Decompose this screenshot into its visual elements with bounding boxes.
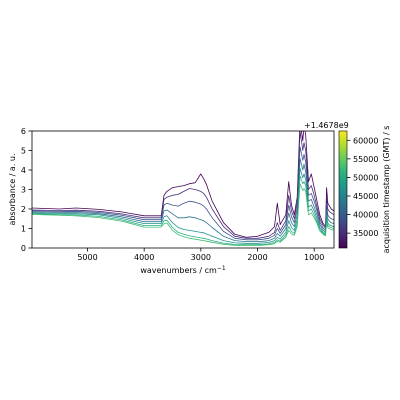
series-line-2	[32, 146, 334, 241]
x-tick-label-0: 5000	[77, 253, 97, 262]
colorbar-frame	[338, 130, 348, 249]
colorbar	[339, 131, 347, 248]
series-line-3	[32, 157, 334, 242]
y-tick-label-1: 1	[21, 225, 26, 234]
colorbar-tick-label-3: 50000	[353, 173, 378, 182]
x-tick-label-1: 4000	[134, 253, 154, 262]
y-tick-label-5: 5	[21, 147, 26, 156]
colorbar-tick-label-5: 60000	[353, 136, 378, 145]
colorbar-tick-label-2: 45000	[353, 192, 378, 201]
colorbar-label: acquisition timestamp (GMT) / s	[382, 126, 391, 254]
y-tick-label-4: 4	[21, 166, 26, 175]
colorbar-offset-text: +1.4678e9	[304, 121, 349, 130]
series-line-5	[32, 175, 334, 246]
series-line-6	[32, 183, 334, 246]
colorbar-tick-label-1: 40000	[353, 211, 378, 220]
colorbar-tick-label-4: 55000	[353, 155, 378, 164]
series-group	[32, 131, 334, 246]
y-axis: 0 1 2 3 4 5 6	[21, 127, 32, 253]
series-line-0	[32, 131, 334, 238]
y-tick-label-3: 3	[21, 186, 26, 195]
x-axis: 5000 4000 3000 2000 1000	[77, 248, 324, 262]
y-axis-label: absorbance / a. u.	[8, 153, 17, 225]
series-line-1	[32, 131, 334, 239]
series-line-4	[32, 167, 334, 244]
x-tick-label-4: 1000	[304, 253, 324, 262]
y-tick-label-2: 2	[21, 205, 26, 214]
colorbar-ticks: 35000 40000 45000 50000 55000 60000	[347, 136, 378, 238]
y-tick-label-6: 6	[21, 127, 26, 136]
colorbar-tick-label-0: 35000	[353, 229, 378, 238]
x-tick-label-2: 3000	[191, 253, 211, 262]
y-tick-label-0: 0	[21, 244, 26, 253]
x-tick-label-3: 2000	[247, 253, 267, 262]
x-axis-label: wavenumbers / cm−1	[140, 265, 225, 275]
